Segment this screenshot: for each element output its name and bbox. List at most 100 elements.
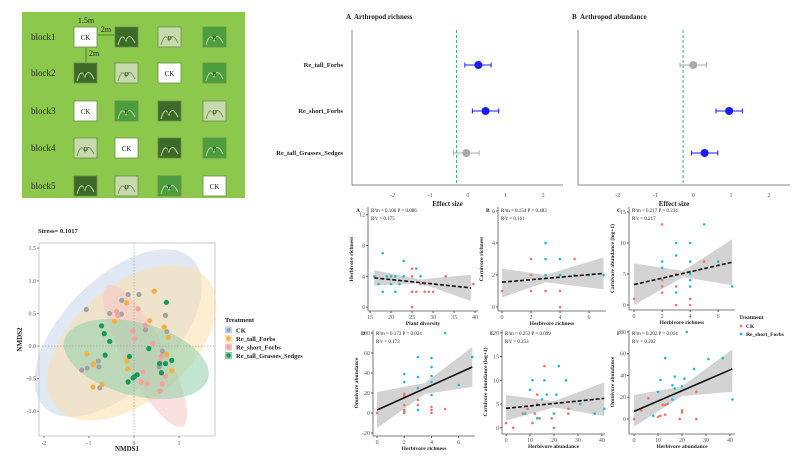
legend-label: Re_short_Forbs [746,332,784,338]
ordination-point [157,361,163,367]
data-point [416,403,420,407]
plot-ck [157,62,182,84]
data-point [540,398,544,401]
ordination-point [165,334,171,341]
ordination-point [163,299,169,305]
data-point [427,290,431,294]
data-point [529,289,533,293]
ordination-point [164,329,170,335]
data-point [663,413,667,416]
y-tick-label: 2 [492,273,495,279]
data-point [680,408,684,412]
ordination-point [135,306,141,312]
plot-label: D [167,36,172,42]
plot-label: B [212,36,216,42]
legend-label: CK [236,327,246,334]
data-point [680,411,684,414]
ordination-point [95,358,102,364]
ordination-point [159,348,165,354]
plot-ck [73,100,98,122]
plot-ck [73,26,98,48]
plot-label: D [83,147,88,153]
x-tick-label: 0 [692,193,695,199]
panel-letter: B [486,208,490,214]
ordination-point [169,368,175,374]
ordination-point [84,365,90,371]
data-point [674,303,678,307]
x-tick-label: 0 [466,193,469,199]
ordination-point [151,288,157,294]
y-tick-label: -0.5 [27,377,37,383]
ordination-point [143,327,149,333]
ordination-point [164,351,170,358]
model-stats: R²m = 0.202 P = 0.014 [632,331,678,337]
regression-line [633,368,733,413]
block-row: block1 CK C D B [31,26,227,48]
ordination-point [142,322,148,328]
ordination-point [90,361,97,367]
plot-b [202,26,227,48]
block-label: block3 [31,106,56,116]
x-tick-label: 0 [501,315,504,321]
x-tick-label: 40 [472,315,478,321]
data-point [671,383,674,387]
data-point [416,375,420,379]
legend-marker [226,353,231,358]
y-tick-label: 15 [620,210,626,216]
data-point [688,241,692,245]
data-point [660,291,664,294]
plot-d [202,100,227,122]
plot-label: B [212,147,216,153]
y-tick-label: 0 [492,305,495,311]
block-row: block3 CK B C D [31,100,227,122]
x-axis-label: Plant diversity [406,321,441,327]
plot-ck [202,175,227,197]
model-stats: R²m = 0.217 P = 0.234 [632,208,678,214]
data-point [430,356,433,360]
data-point [414,267,418,270]
y-axis-label: Carnivore abundance (log+1) [609,224,616,293]
ordination-point [96,364,102,370]
data-point [673,375,677,378]
x-tick-label: 20 [388,315,394,321]
y-tick-label: 40 [364,371,370,377]
data-point [702,223,706,226]
ordination-point [79,367,85,373]
plot-c [157,137,182,159]
y-axis-label: Omnivore abundance [610,356,616,407]
plot-label: B [212,72,216,78]
ordination-point [90,384,96,390]
data-point [402,259,405,263]
confidence-band [634,349,733,427]
data-point [660,223,664,226]
plot-label: C [167,147,171,153]
data-point [702,260,706,263]
model-stats: R²c = 0.175 [371,216,395,222]
data-point [402,372,406,376]
chart-forest-A: A Arthropod richness -2 -1 0 1 2 Effect size Re_… [276,13,563,208]
model-stats: R²c = 0.202 [632,339,656,345]
x-tick-label: 10 [527,438,533,444]
model-stats: R²c = 0.217 [632,216,656,222]
data-point [381,290,384,294]
x-tick-label: 40 [727,438,733,444]
x-tick-label: 2 [530,315,533,321]
panel-letter: F [617,331,621,337]
y-tick-label: 80 [620,330,626,336]
plot-label: C [167,110,171,116]
data-point [410,290,414,294]
data-point [543,364,546,368]
data-point [707,357,710,361]
confidence-band [374,270,471,301]
plot-width-annotation: 1.5m [78,16,95,25]
y-tick-label: -1.0 [27,409,37,415]
data-point [674,254,678,257]
data-point [695,390,698,394]
data-point [692,367,696,371]
data-point [678,417,681,421]
category-label: Re_tall_Forbs [304,62,344,69]
data-point [528,388,532,392]
model-stats: R²m = 0.173 P = 0.024 [376,331,422,337]
